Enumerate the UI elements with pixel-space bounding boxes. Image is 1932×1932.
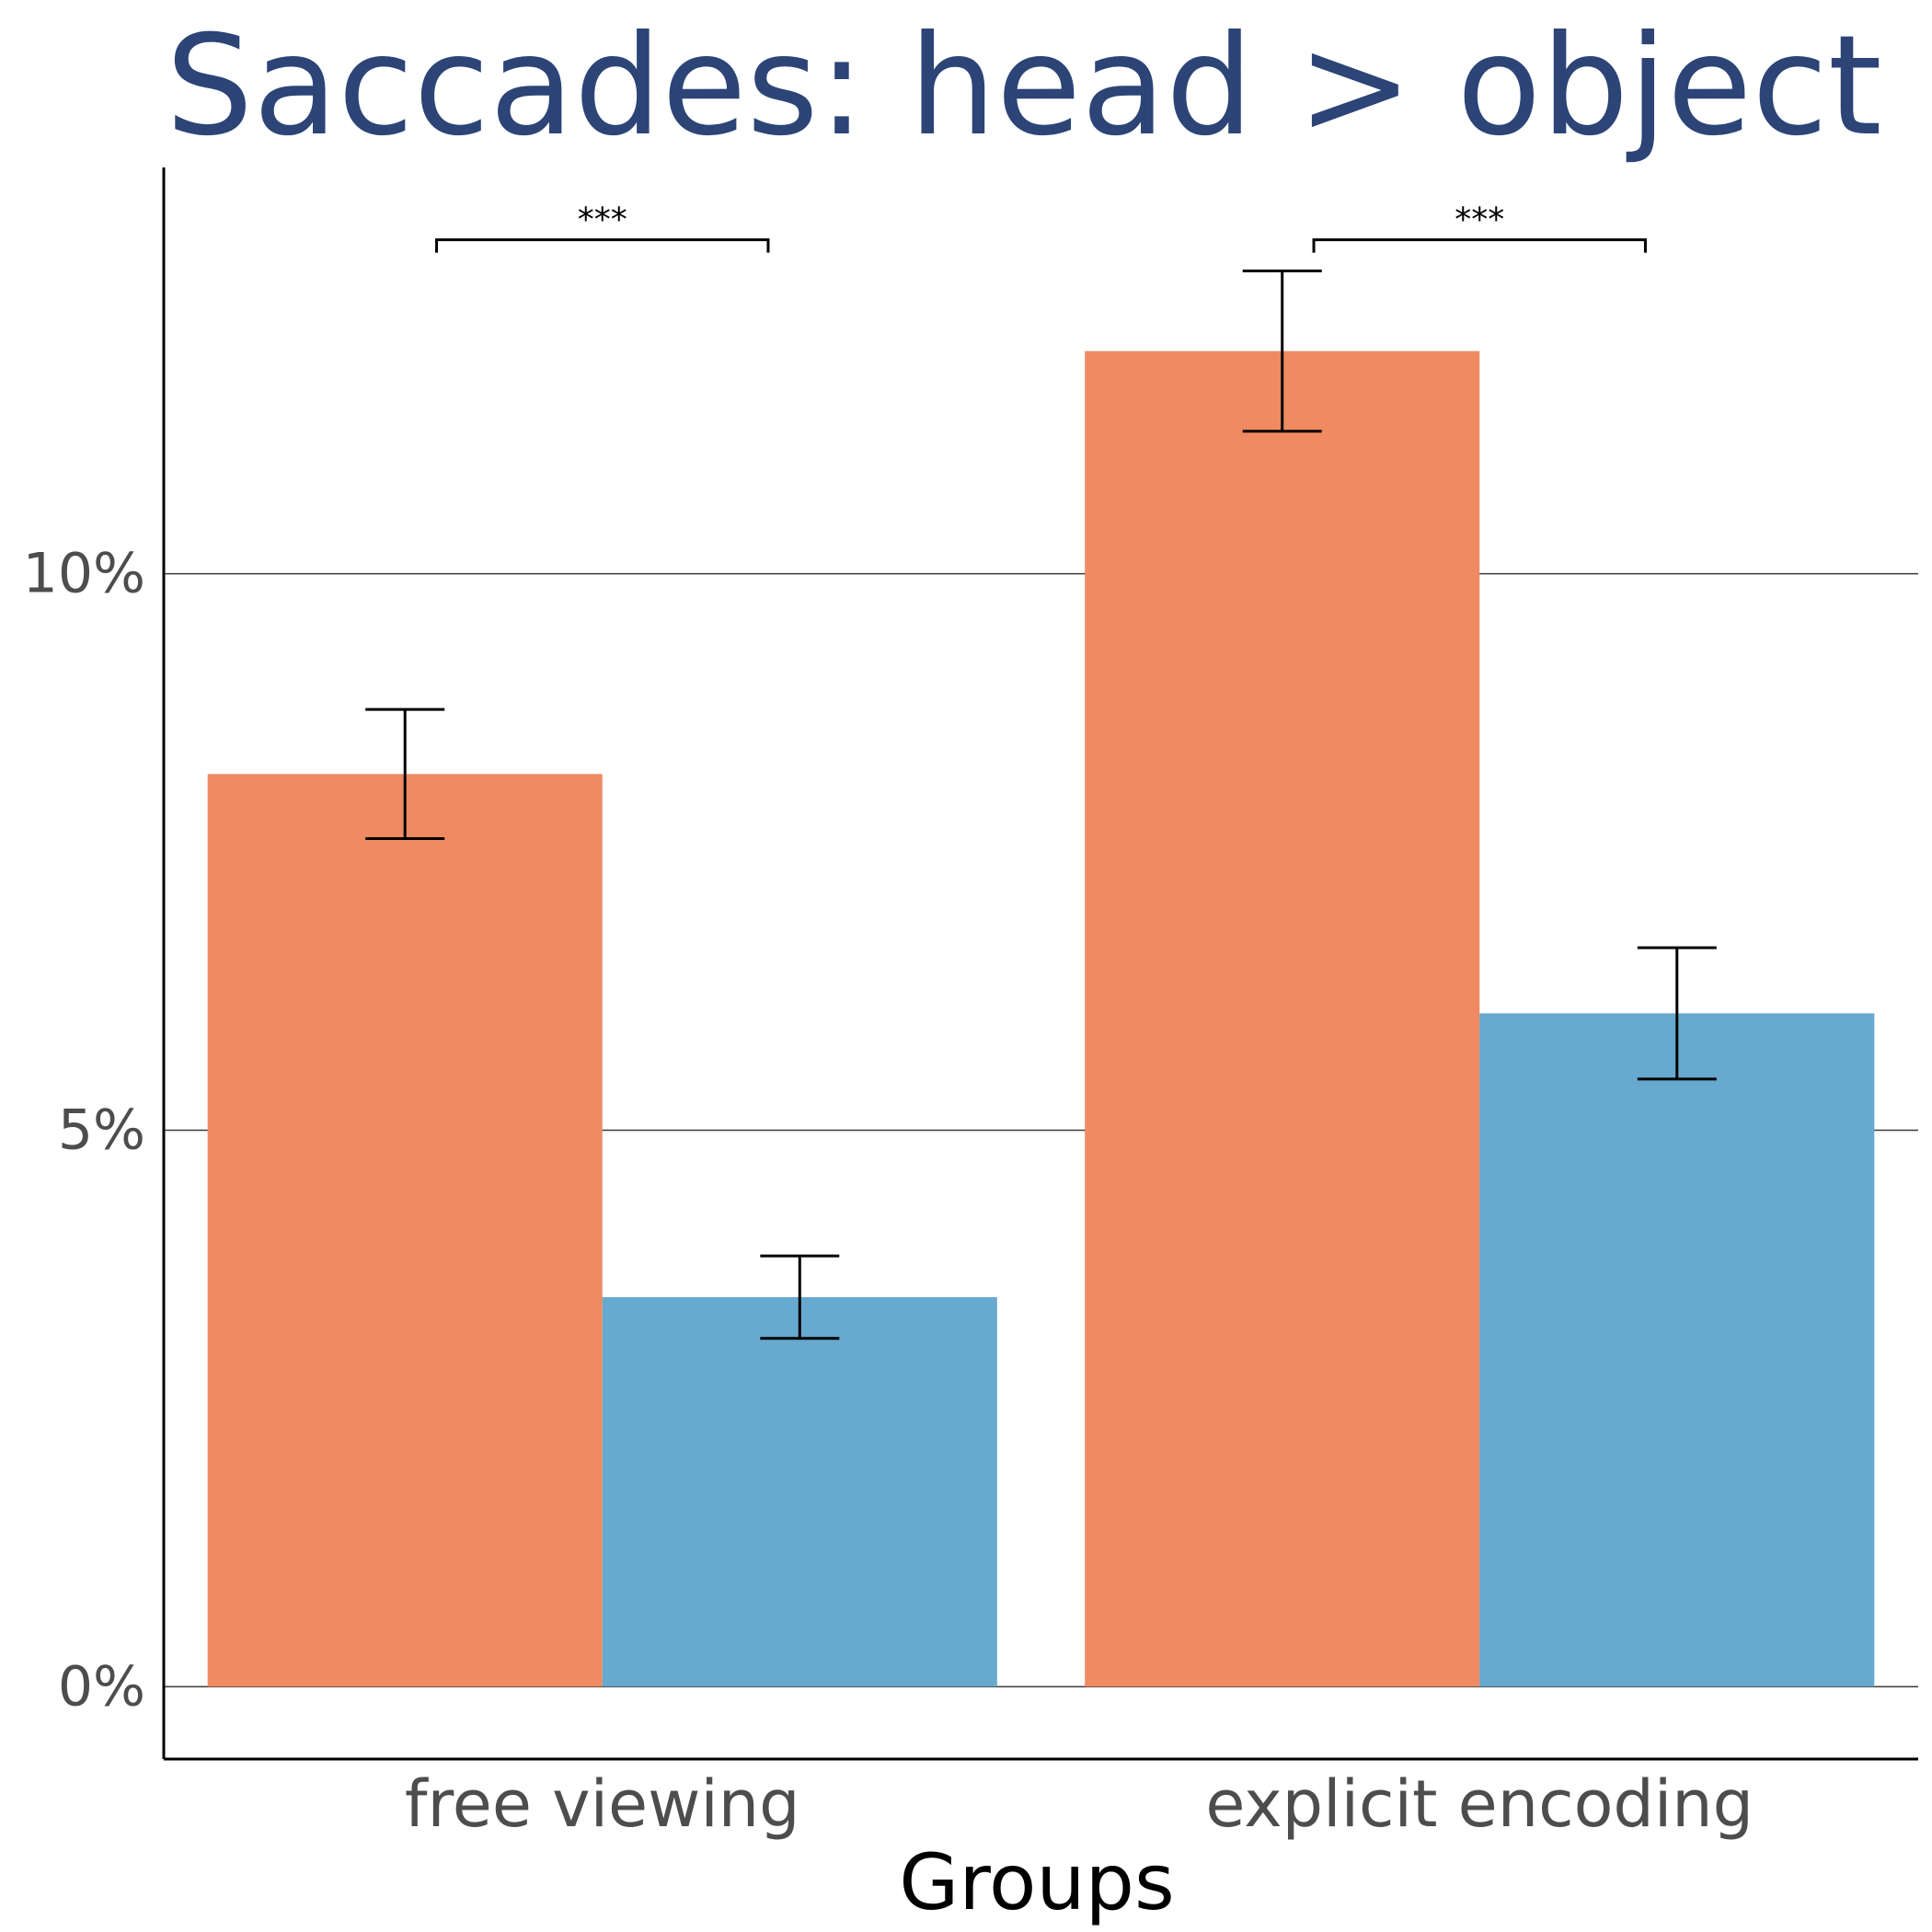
x-tick-label-free-viewing: free viewing bbox=[405, 1766, 800, 1842]
significance-brackets: *** *** bbox=[435, 201, 1647, 253]
chart-title: Saccades: head > object bbox=[166, 6, 1882, 167]
y-tick-label-2: 10% bbox=[23, 542, 145, 606]
bars bbox=[207, 351, 1875, 1687]
significance-label-1: *** bbox=[578, 201, 627, 239]
axis-labels: 0% 5% 10% free viewing explicit encoding bbox=[23, 542, 1754, 1842]
y-tick-label-1: 5% bbox=[58, 1098, 145, 1162]
bar-free-viewing-series-2 bbox=[602, 1296, 997, 1687]
bar-free-viewing-series-1 bbox=[207, 774, 603, 1687]
y-tick-label-0: 0% bbox=[58, 1654, 145, 1719]
error-bars bbox=[365, 270, 1717, 1340]
x-tick-label-explicit-encoding: explicit encoding bbox=[1205, 1766, 1754, 1842]
significance-bracket-2 bbox=[1312, 238, 1647, 253]
bar-explicit-encoding-series-1 bbox=[1085, 351, 1480, 1687]
bar-explicit-encoding-series-2 bbox=[1479, 1013, 1875, 1687]
x-axis-title: Groups bbox=[899, 1837, 1175, 1927]
significance-label-2: *** bbox=[1455, 201, 1504, 239]
significance-bracket-1 bbox=[435, 238, 770, 253]
axes bbox=[162, 167, 1918, 1761]
